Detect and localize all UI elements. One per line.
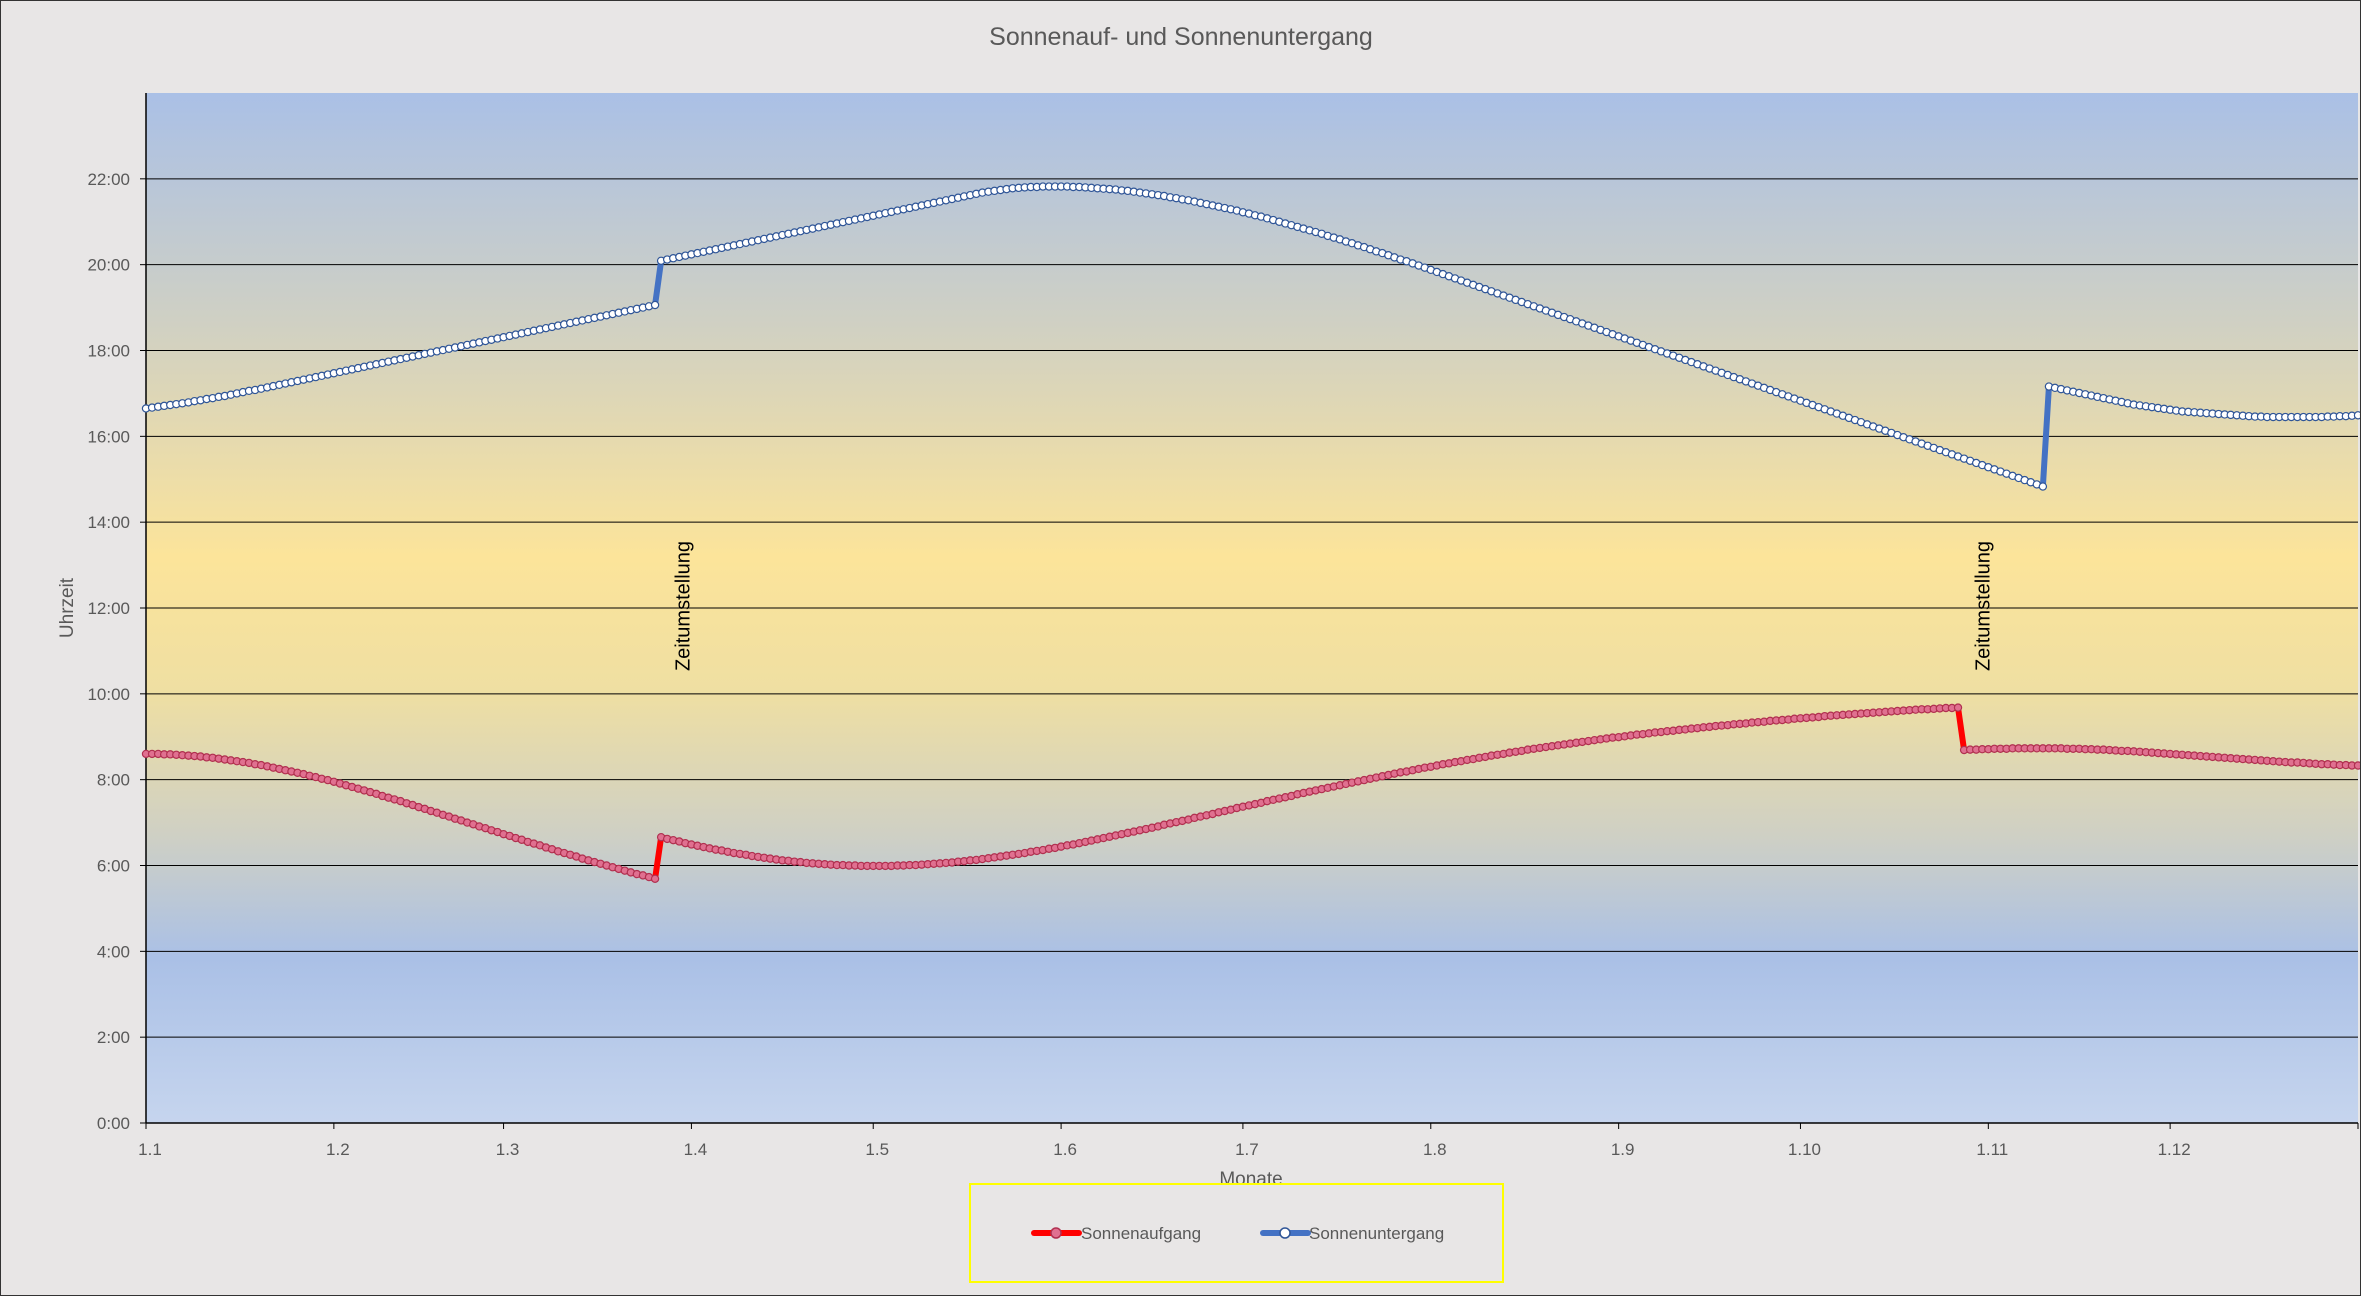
data-point	[2353, 761, 2360, 770]
y-tick-label: 8:00	[97, 771, 130, 790]
x-tick-label: 1.5	[865, 1140, 889, 1159]
legend: Sonnenaufgang Sonnenuntergang	[969, 1183, 1504, 1283]
y-tick-label: 16:00	[87, 427, 130, 446]
annotation-zeitumstellung: Zeitumstellung	[1972, 541, 1994, 671]
y-tick-label: 4:00	[97, 942, 130, 961]
data-point	[650, 300, 660, 310]
x-tick-label: 1.10	[1788, 1140, 1821, 1159]
series-layer	[141, 182, 2360, 884]
y-axis-ticks: 0:00 2:00 4:00 6:00 8:00 10:00 12:00 14:00 16:00…	[87, 170, 146, 1133]
x-tick-label: 1.2	[326, 1140, 350, 1159]
data-point	[2038, 482, 2048, 491]
y-tick-label: 10:00	[87, 685, 130, 704]
y-axis-title: Uhrzeit	[57, 577, 78, 638]
series-sonnenaufgang	[141, 703, 2360, 884]
legend-marker-sonnenaufgang	[1050, 1227, 1062, 1239]
series-sonnenuntergang	[141, 182, 2360, 491]
legend-item-sonnenaufgang: Sonnenaufgang	[1031, 1224, 1201, 1243]
chart-title: Sonnenauf- und Sonnenuntergang	[989, 23, 1373, 51]
y-tick-label: 18:00	[87, 342, 130, 361]
legend-item-sonnenuntergang: Sonnenuntergang	[1260, 1224, 1444, 1243]
data-point	[650, 874, 660, 884]
y-tick-label: 2:00	[97, 1028, 130, 1047]
x-tick-label: 1.7	[1235, 1140, 1259, 1159]
annotation-zeitumstellung: Zeitumstellung	[672, 541, 694, 671]
gridlines	[146, 178, 2358, 1038]
y-tick-label: 0:00	[97, 1114, 130, 1133]
x-tick-label: 1.8	[1423, 1140, 1447, 1159]
x-tick-label: 1.4	[684, 1140, 708, 1159]
x-tick-label: 1.9	[1611, 1140, 1635, 1159]
y-tick-label: 22:00	[87, 170, 130, 189]
x-tick-label: 1.11	[1976, 1140, 2008, 1159]
legend-label-sonnenaufgang: Sonnenaufgang	[1081, 1224, 1201, 1243]
x-tick-label: 1.12	[2158, 1140, 2191, 1159]
y-tick-label: 20:00	[87, 256, 130, 275]
x-axis-ticks: 1.1 1.2 1.3 1.4 1.5 1.6 1.7 1.8 1.9 1.10 1.11 1.12	[138, 1123, 2359, 1159]
legend-label-sonnenuntergang: Sonnenuntergang	[1309, 1224, 1444, 1243]
y-tick-label: 14:00	[87, 513, 130, 532]
annotations: Zeitumstellung Zeitumstellung	[672, 541, 1994, 671]
legend-marker-sonnenuntergang	[1279, 1227, 1291, 1239]
data-point	[2353, 411, 2360, 420]
x-tick-label: 1.6	[1053, 1140, 1077, 1159]
data-point	[1953, 703, 1963, 712]
x-tick-label: 1.3	[496, 1140, 520, 1159]
x-tick-label: 1.1	[138, 1140, 162, 1159]
y-tick-label: 6:00	[97, 857, 130, 876]
y-tick-label: 12:00	[87, 599, 130, 618]
